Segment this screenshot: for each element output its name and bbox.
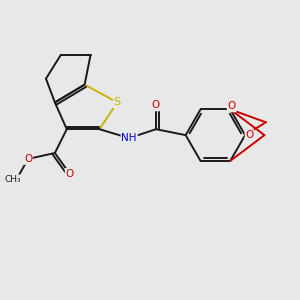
- Text: O: O: [66, 169, 74, 179]
- Text: S: S: [114, 98, 121, 107]
- Text: O: O: [245, 130, 254, 140]
- Text: O: O: [228, 101, 236, 111]
- Text: NH: NH: [122, 133, 137, 143]
- Text: CH₃: CH₃: [5, 175, 22, 184]
- Text: O: O: [152, 100, 160, 110]
- Text: O: O: [24, 154, 32, 164]
